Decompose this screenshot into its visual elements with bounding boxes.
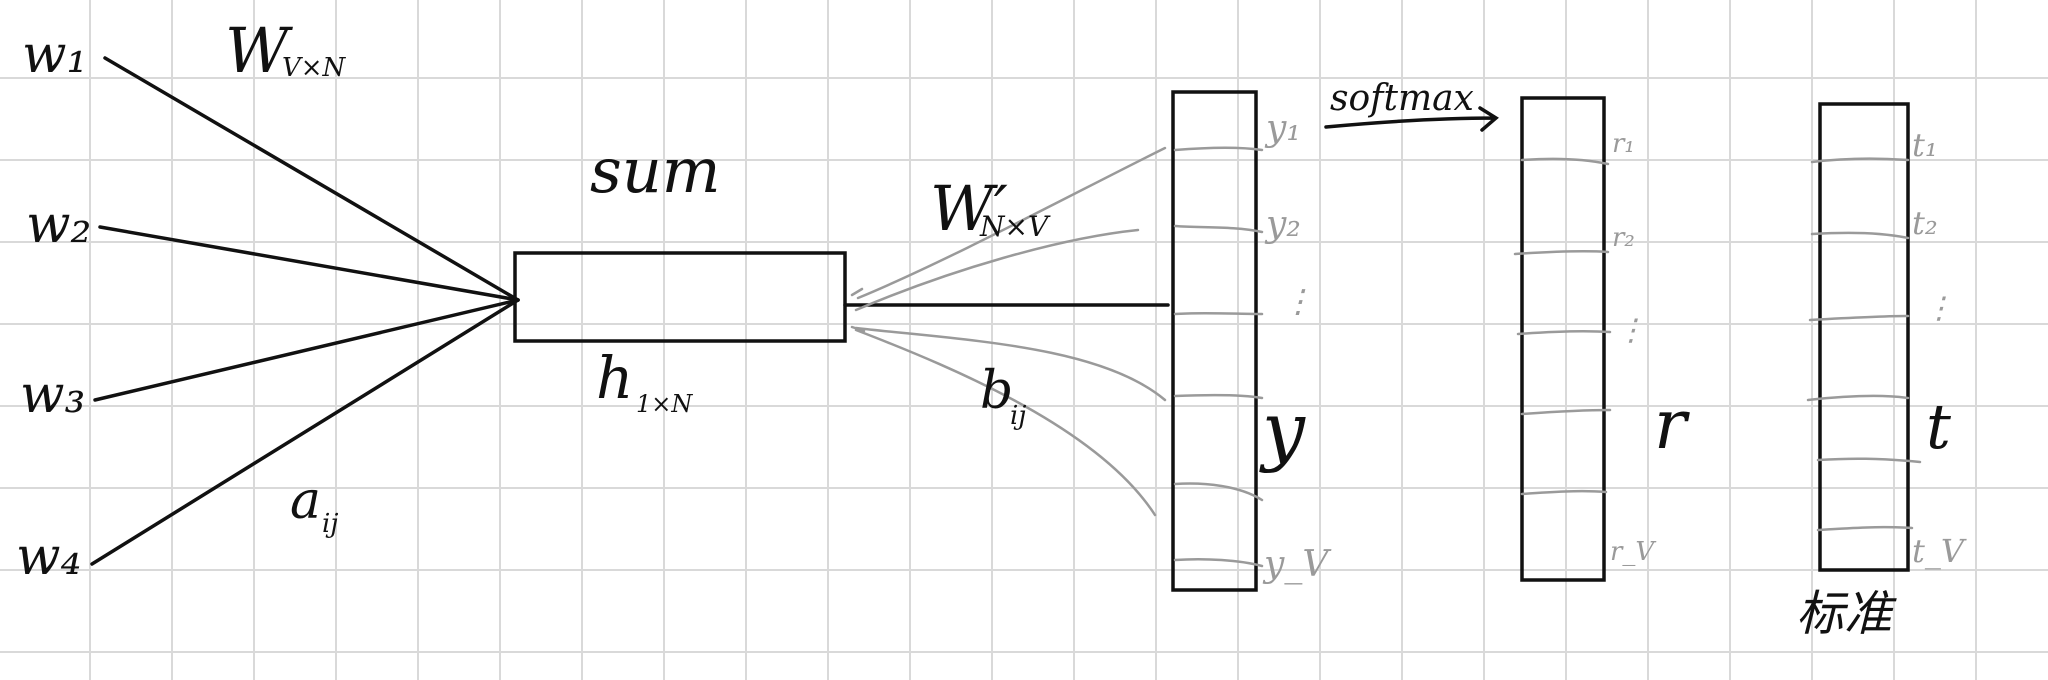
t-vector-box (1818, 102, 1910, 572)
edge-w1 (103, 56, 520, 302)
y-item-2: y₂ (1264, 204, 1301, 245)
edge-w2 (98, 225, 520, 302)
input-label-w3: w₃ (20, 365, 85, 425)
t-item-v: t_V (1912, 532, 1967, 570)
y-vector-box (1171, 90, 1258, 592)
sum-label: sum (590, 134, 721, 207)
standard-label: 标准 (1796, 586, 1897, 642)
weight-out-label: W′ (930, 172, 1008, 245)
edge-out-subscript: ij (1010, 401, 1026, 431)
edge-in-label: a (290, 471, 321, 531)
input-label-w2: w₂ (26, 195, 91, 255)
r-vector (1513, 96, 1612, 582)
input-connections (90, 56, 520, 566)
edge-w4 (90, 298, 520, 566)
r-item-2: r₂ (1612, 223, 1635, 253)
r-item-1: r₁ (1612, 129, 1635, 159)
weight-in-subscript: V×N (282, 53, 347, 83)
y-item-ellipsis: ⋮ (1282, 282, 1314, 320)
edge-in-subscript: ij (322, 509, 338, 539)
r-vector-box (1520, 96, 1606, 582)
r-item-ellipsis: ⋮ (1616, 313, 1646, 348)
y-item-v: y_V (1262, 544, 1332, 585)
t-item-ellipsis: ⋮ (1924, 291, 1954, 326)
t-item-2: t₂ (1912, 204, 1938, 242)
edge-w3 (93, 298, 520, 402)
weight-out-subscript: N×V (979, 210, 1051, 243)
t-vector-label: t (1926, 390, 1951, 463)
hidden-label: h (596, 344, 633, 412)
r-vector-label: r (1654, 386, 1690, 465)
hidden-layer-box (513, 251, 847, 343)
y-vector (1171, 90, 1264, 592)
edge-out-label: b (980, 361, 1013, 421)
input-label-w4: w₄ (16, 527, 81, 587)
r-item-v: r_V (1610, 537, 1656, 567)
softmax-label: softmax (1330, 78, 1474, 119)
hidden-subscript: 1×N (636, 390, 693, 418)
input-label-w1: w₁ (22, 25, 87, 85)
output-connections (850, 146, 1167, 517)
y-item-1: y₁ (1264, 108, 1301, 149)
t-item-1: t₁ (1912, 126, 1938, 164)
t-vector (1806, 102, 1922, 572)
weight-in-label: W (225, 14, 293, 87)
softmax-arrow (1324, 106, 1499, 132)
y-vector-label: y (1259, 385, 1306, 474)
